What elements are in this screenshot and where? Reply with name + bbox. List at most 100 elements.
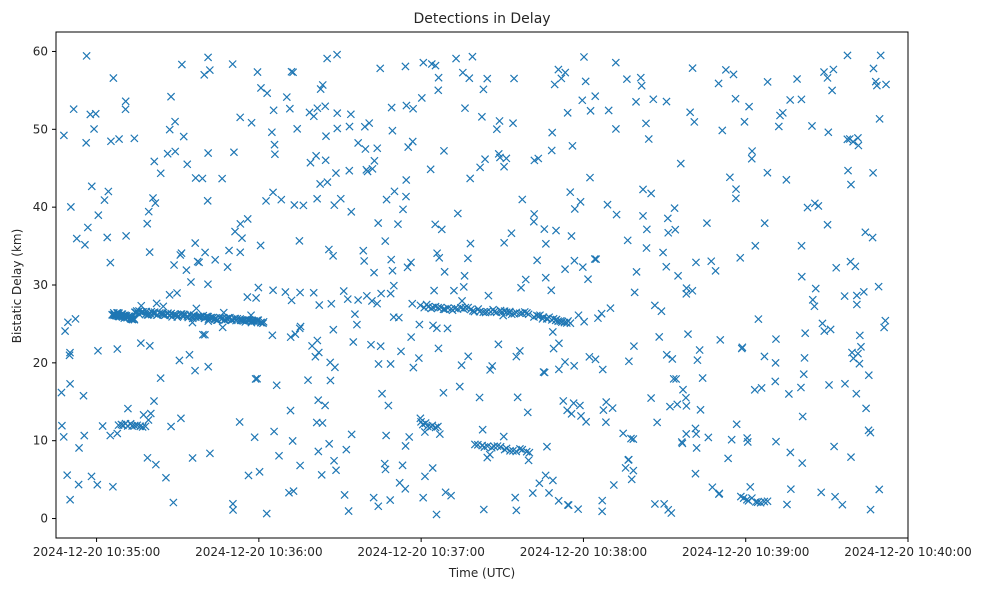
detection-point [682,284,691,293]
detection-point [347,430,356,439]
detection-point [253,374,262,383]
detection-point [508,446,517,455]
detection-point [624,357,633,366]
detection-point [475,393,484,402]
detection-point [296,322,305,331]
detection-point [309,288,318,297]
detection-point [846,453,856,462]
detection-point [852,389,861,398]
detection-point [136,339,145,348]
detection-point [664,228,673,237]
detection-point [389,313,398,322]
detection-point [409,363,418,372]
detection-point [800,353,809,362]
detection-point [683,330,693,339]
detection-point [642,225,651,234]
detection-point [326,376,335,385]
detection-point [580,317,589,326]
detection-point [810,199,819,208]
detection-point [487,443,496,452]
detection-point [585,173,595,182]
detection-point [561,265,570,274]
detection-point [143,453,152,462]
detection-point [419,58,428,67]
detection-point [347,207,356,216]
detection-point [381,465,390,474]
detection-point [528,489,537,498]
detection-point [374,359,383,369]
detection-point [138,422,147,432]
detection-point [244,471,253,480]
detection-point [384,401,393,410]
detection-point [653,418,662,427]
detection-point [386,289,395,298]
detection-point [624,455,633,465]
detection-point [267,128,276,137]
detection-point [243,214,252,223]
detection-point [591,355,600,364]
detection-point [541,273,550,282]
detection-point [515,309,524,318]
detection-point [846,180,855,189]
detection-point [676,159,685,168]
detection-point [123,404,132,413]
detection-point [57,421,66,430]
detection-point [479,85,488,94]
detection-point [674,271,683,280]
detection-point [455,382,464,391]
detection-point [862,404,871,413]
detection-point [428,463,437,473]
detection-point [520,307,529,316]
detection-point [568,141,577,150]
detection-point [688,286,697,295]
detection-point [484,291,493,300]
detection-point [303,376,313,385]
detection-point [622,75,631,84]
detection-point [574,505,583,514]
detection-point [104,187,113,196]
detection-point [145,248,154,257]
detection-point [342,445,351,454]
detection-point [797,272,806,281]
detection-point [597,309,606,318]
detection-point [165,290,174,299]
detection-point [629,466,638,475]
detection-point [201,248,210,257]
detection-point [361,145,370,154]
detection-point [490,442,499,451]
detection-point [598,496,607,505]
y-axis: 0 10 20 30 40 50 60 [33,44,56,526]
detection-point [566,188,575,197]
detection-point [228,60,237,69]
detection-point [808,295,817,304]
detection-point [440,267,449,276]
detection-point [724,454,733,463]
detection-point [231,227,240,236]
detection-point [466,174,475,183]
detection-point [94,211,103,220]
detection-point [460,104,470,113]
detection-point [524,310,533,319]
detection-point [336,194,345,203]
detection-point [346,110,355,119]
detection-point [108,482,117,491]
detection-point [291,330,300,339]
detection-point [604,106,613,115]
detection-point [321,102,330,111]
detection-point [782,500,792,509]
detection-point [500,162,509,171]
detection-point [441,488,450,497]
detection-point [647,394,656,403]
detection-point [476,163,485,172]
detection-point [512,447,521,456]
detection-point [330,201,339,210]
detection-point [644,134,653,144]
detection-point [602,398,611,407]
detection-point [824,128,833,137]
detection-point [875,485,884,494]
detection-point [333,50,342,59]
detection-point [866,505,875,514]
detection-point [507,229,516,238]
detection-point [631,97,641,106]
detection-point [287,296,296,305]
